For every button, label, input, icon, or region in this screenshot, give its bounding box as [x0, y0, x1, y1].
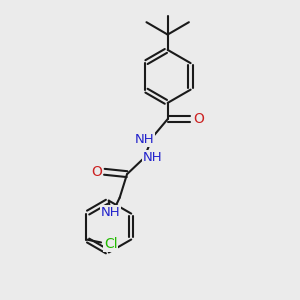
Text: NH: NH — [100, 206, 120, 219]
Text: O: O — [91, 165, 102, 179]
Text: NH: NH — [134, 133, 154, 146]
Text: O: O — [193, 112, 204, 126]
Text: Cl: Cl — [104, 237, 118, 251]
Text: NH: NH — [143, 151, 163, 164]
